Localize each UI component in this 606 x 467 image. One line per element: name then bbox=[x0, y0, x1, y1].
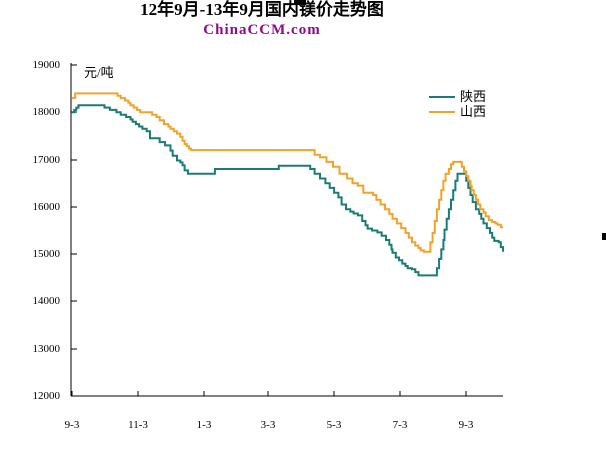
right-edge-mark bbox=[602, 233, 606, 240]
legend-label: 陕西 bbox=[460, 89, 487, 104]
legend-item-shaanxi: 陕西 bbox=[429, 89, 486, 104]
y-axis-unit-label: 元/吨 bbox=[84, 65, 114, 80]
y-tick-label: 15000 bbox=[32, 248, 61, 260]
legend-item-shanxi: 山西 bbox=[429, 104, 486, 119]
y-tick-label: 13000 bbox=[32, 343, 61, 355]
y-tick-label: 16000 bbox=[32, 201, 61, 213]
series-line-shanxi bbox=[72, 92, 503, 253]
y-tick-label: 17000 bbox=[32, 154, 61, 166]
chart-header: 12年9月-13年9月国内镁价走势图 ChinaCCM.com bbox=[0, 0, 524, 38]
chart-legend: 陕西 山西 bbox=[429, 89, 486, 119]
y-tick-label: 19000 bbox=[32, 59, 61, 71]
x-tick-label: 3-3 bbox=[260, 419, 276, 431]
top-edge-mark bbox=[294, 0, 306, 5]
series-line-shaanxi bbox=[72, 104, 504, 277]
legend-line-swatch bbox=[429, 95, 455, 98]
watermark-text: ChinaCCM.com bbox=[203, 22, 321, 38]
x-tick-label: 9-3 bbox=[458, 419, 474, 431]
chart-title: 12年9月-13年9月国内镁价走势图 bbox=[140, 0, 384, 19]
x-tick-label: 7-3 bbox=[392, 419, 408, 431]
x-tick-label: 9-3 bbox=[64, 419, 80, 431]
x-tick-label: 1-3 bbox=[196, 419, 212, 431]
legend-label: 山西 bbox=[460, 104, 487, 119]
legend-line-swatch bbox=[429, 110, 455, 113]
x-tick-label: 11-3 bbox=[128, 419, 148, 431]
y-tick-label: 14000 bbox=[32, 295, 61, 307]
y-tick-label: 12000 bbox=[32, 390, 61, 402]
x-tick-label: 5-3 bbox=[326, 419, 342, 431]
y-tick-label: 18000 bbox=[32, 106, 61, 118]
